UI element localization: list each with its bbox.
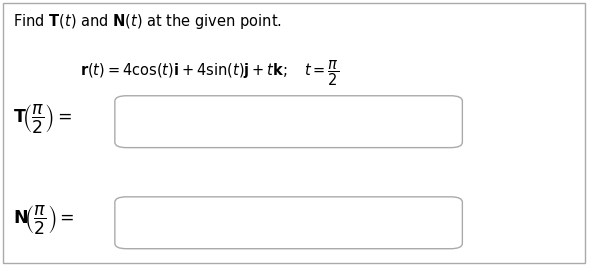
Text: $\mathbf{T}\!\left(\dfrac{\pi}{2}\right) = $: $\mathbf{T}\!\left(\dfrac{\pi}{2}\right)…: [13, 102, 72, 135]
FancyBboxPatch shape: [115, 197, 462, 249]
FancyBboxPatch shape: [3, 3, 585, 263]
FancyBboxPatch shape: [115, 96, 462, 148]
Text: $\mathbf{r}(t) = 4\cos(t)\mathbf{i} + 4\sin(t)\mathbf{j} + t\mathbf{k};\quad t =: $\mathbf{r}(t) = 4\cos(t)\mathbf{i} + 4\…: [80, 59, 339, 88]
Text: $\mathbf{N}\!\left(\dfrac{\pi}{2}\right) = $: $\mathbf{N}\!\left(\dfrac{\pi}{2}\right)…: [13, 203, 74, 236]
Text: Find $\mathbf{T}(t)$ and $\mathbf{N}(t)$ at the given point.: Find $\mathbf{T}(t)$ and $\mathbf{N}(t)$…: [13, 12, 282, 31]
